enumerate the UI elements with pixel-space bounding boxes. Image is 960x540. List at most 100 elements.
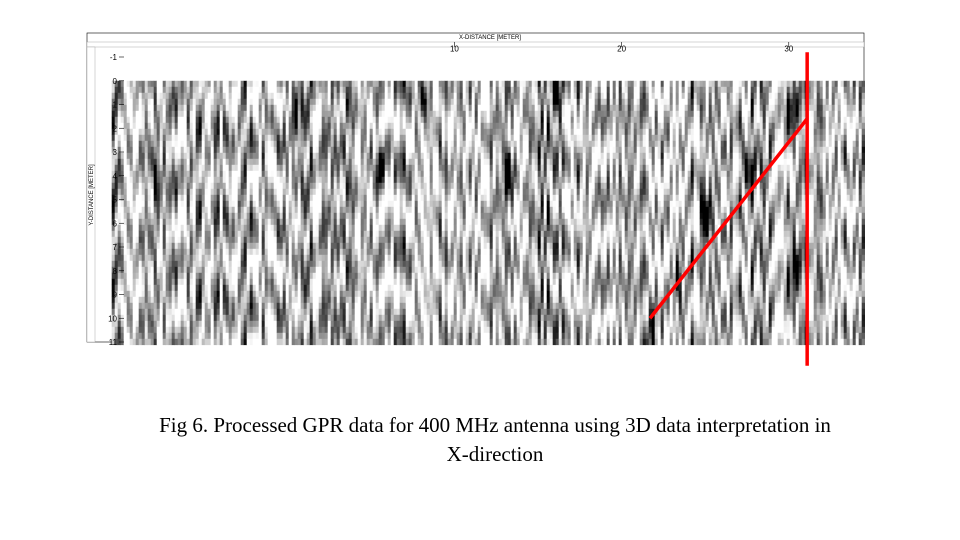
radargram-cell: [186, 80, 190, 88]
radargram-cell: [144, 224, 148, 232]
radargram-cell: [330, 152, 334, 160]
radargram-cell: [150, 182, 154, 190]
radargram-cell: [171, 188, 175, 196]
radargram-cell: [426, 314, 430, 322]
radargram-cell: [291, 122, 295, 130]
radargram-cell: [195, 128, 199, 136]
radargram-cell: [339, 230, 343, 238]
radargram-cell: [324, 224, 328, 232]
radargram-cell: [333, 122, 337, 130]
radargram-cell: [144, 332, 148, 340]
radargram-cell: [249, 326, 253, 334]
radargram-cell: [120, 164, 124, 172]
radargram-cell: [153, 314, 157, 322]
radargram-cell: [126, 182, 130, 190]
radargram-cell: [174, 314, 178, 322]
radargram-cell: [216, 272, 220, 280]
radargram-cell: [417, 302, 421, 310]
radargram-cell: [117, 206, 121, 214]
radargram-cell: [216, 236, 220, 244]
radargram-cell: [387, 140, 391, 148]
radargram-cell: [114, 128, 118, 136]
radargram-cell: [408, 128, 412, 136]
radargram-cell: [198, 284, 202, 292]
radargram-cell: [378, 176, 382, 184]
radargram-cell: [354, 230, 358, 238]
radargram-cell: [132, 122, 136, 130]
radargram-cell: [435, 302, 439, 310]
radargram-cell: [312, 224, 316, 232]
radargram-cell: [177, 242, 181, 250]
radargram-cell: [450, 152, 454, 160]
radargram-cell: [252, 170, 256, 178]
radargram-cell: [282, 332, 286, 340]
radargram-cell: [303, 134, 307, 142]
radargram-cell: [396, 266, 400, 274]
radargram-cell: [402, 314, 406, 322]
radargram-cell: [240, 254, 244, 262]
radargram-cell: [372, 308, 376, 316]
radargram-cell: [441, 146, 445, 154]
radargram-cell: [312, 284, 316, 292]
radargram-cell: [417, 92, 421, 100]
radargram-cell: [165, 242, 169, 250]
radargram-cell: [387, 224, 391, 232]
radargram-cell: [198, 212, 202, 220]
radargram-cell: [258, 308, 262, 316]
radargram-cell: [222, 122, 226, 130]
radargram-cell: [336, 254, 340, 262]
radargram-cell: [189, 92, 193, 100]
radargram-cell: [270, 206, 274, 214]
radargram-cell: [204, 272, 208, 280]
radargram-cell: [111, 284, 115, 292]
radargram-cell: [225, 194, 229, 202]
radargram-cell: [282, 218, 286, 226]
radargram-cell: [405, 140, 409, 148]
radargram-cell: [114, 254, 118, 262]
radargram-cell: [333, 314, 337, 322]
radargram-cell: [420, 134, 424, 142]
radargram-cell: [399, 116, 403, 124]
radargram-cell: [378, 284, 382, 292]
radargram-cell: [426, 188, 430, 196]
radargram-cell: [129, 206, 133, 214]
radargram-cell: [291, 254, 295, 262]
radargram-cell: [252, 92, 256, 100]
radargram-cell: [429, 98, 433, 106]
radargram-cell: [192, 326, 196, 334]
radargram-cell: [144, 266, 148, 274]
radargram-cell: [189, 146, 193, 154]
radargram-cell: [387, 122, 391, 130]
radargram-cell: [375, 86, 379, 94]
radargram-cell: [213, 122, 217, 130]
radargram-cell: [297, 266, 301, 274]
radargram-cell: [300, 134, 304, 142]
radargram-cell: [366, 194, 370, 202]
radargram-cell: [306, 98, 310, 106]
radargram-cell: [207, 194, 211, 202]
radargram-cell: [114, 308, 118, 316]
radargram-cell: [405, 110, 409, 118]
radargram-cell: [342, 296, 346, 304]
radargram-cell: [375, 182, 379, 190]
radargram-cell: [186, 308, 190, 316]
radargram-cell: [291, 116, 295, 124]
radargram-cell: [288, 206, 292, 214]
radargram-cell: [381, 212, 385, 220]
radargram-cell: [297, 278, 301, 286]
radargram-cell: [336, 212, 340, 220]
radargram-cell: [426, 200, 430, 208]
radargram-cell: [240, 182, 244, 190]
radargram-cell: [267, 92, 271, 100]
radargram-cell: [186, 152, 190, 160]
radargram-cell: [423, 176, 427, 184]
radargram-cell: [441, 128, 445, 136]
radargram-cell: [306, 314, 310, 322]
radargram-cell: [114, 170, 118, 178]
radargram-cell: [123, 122, 127, 130]
radargram-cell: [354, 98, 358, 106]
radargram-cell: [231, 200, 235, 208]
radargram-cell: [159, 122, 163, 130]
radargram-cell: [351, 98, 355, 106]
radargram-cell: [306, 146, 310, 154]
